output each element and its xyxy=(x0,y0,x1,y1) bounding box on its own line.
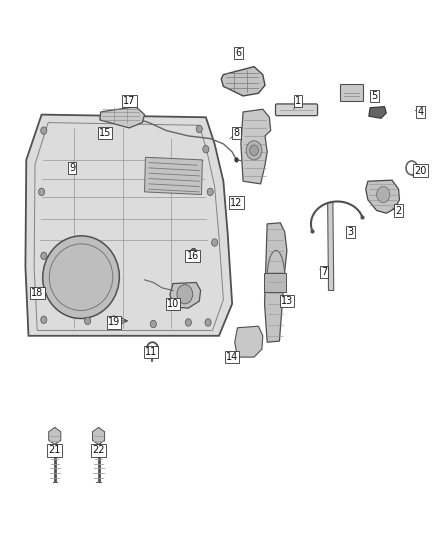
Polygon shape xyxy=(241,109,271,184)
Text: 2: 2 xyxy=(396,206,402,215)
Text: 8: 8 xyxy=(233,128,240,138)
Circle shape xyxy=(41,252,47,260)
Text: 19: 19 xyxy=(108,318,120,327)
Text: 17: 17 xyxy=(123,96,135,106)
Text: 13: 13 xyxy=(281,296,293,306)
Circle shape xyxy=(150,320,156,328)
Polygon shape xyxy=(265,223,287,342)
Polygon shape xyxy=(25,115,232,336)
Text: 12: 12 xyxy=(230,198,243,207)
Text: 5: 5 xyxy=(371,91,378,101)
Polygon shape xyxy=(221,67,265,96)
Polygon shape xyxy=(170,282,201,308)
Text: 3: 3 xyxy=(347,227,353,237)
Polygon shape xyxy=(235,326,263,357)
Circle shape xyxy=(85,317,91,325)
Circle shape xyxy=(177,285,193,304)
FancyBboxPatch shape xyxy=(340,84,363,101)
Text: 21: 21 xyxy=(49,446,61,455)
Circle shape xyxy=(207,188,213,196)
Polygon shape xyxy=(100,107,145,128)
Text: 11: 11 xyxy=(145,347,157,357)
Text: 9: 9 xyxy=(69,163,75,173)
Text: 20: 20 xyxy=(414,166,427,175)
Circle shape xyxy=(41,316,47,324)
Circle shape xyxy=(196,125,202,133)
Circle shape xyxy=(212,239,218,246)
Text: 16: 16 xyxy=(187,251,199,261)
Circle shape xyxy=(39,188,45,196)
Polygon shape xyxy=(328,203,334,290)
FancyBboxPatch shape xyxy=(276,104,318,116)
Circle shape xyxy=(205,319,211,326)
Circle shape xyxy=(203,146,209,153)
Polygon shape xyxy=(369,107,386,118)
Text: 22: 22 xyxy=(92,446,105,455)
Text: 14: 14 xyxy=(226,352,238,362)
Ellipse shape xyxy=(43,236,119,319)
Polygon shape xyxy=(145,157,202,195)
Polygon shape xyxy=(92,427,105,445)
Circle shape xyxy=(234,157,239,163)
Circle shape xyxy=(41,127,47,134)
Polygon shape xyxy=(366,180,399,213)
Text: 4: 4 xyxy=(417,107,424,117)
Text: 7: 7 xyxy=(321,267,327,277)
Circle shape xyxy=(191,248,197,256)
Text: 18: 18 xyxy=(31,288,43,298)
Text: 10: 10 xyxy=(167,299,179,309)
Text: 6: 6 xyxy=(236,49,242,58)
Circle shape xyxy=(250,145,258,156)
FancyBboxPatch shape xyxy=(264,273,286,292)
Polygon shape xyxy=(49,427,61,445)
Text: 15: 15 xyxy=(99,128,111,138)
Text: 1: 1 xyxy=(295,96,301,106)
Circle shape xyxy=(246,141,262,160)
Circle shape xyxy=(185,319,191,326)
Circle shape xyxy=(377,187,390,203)
